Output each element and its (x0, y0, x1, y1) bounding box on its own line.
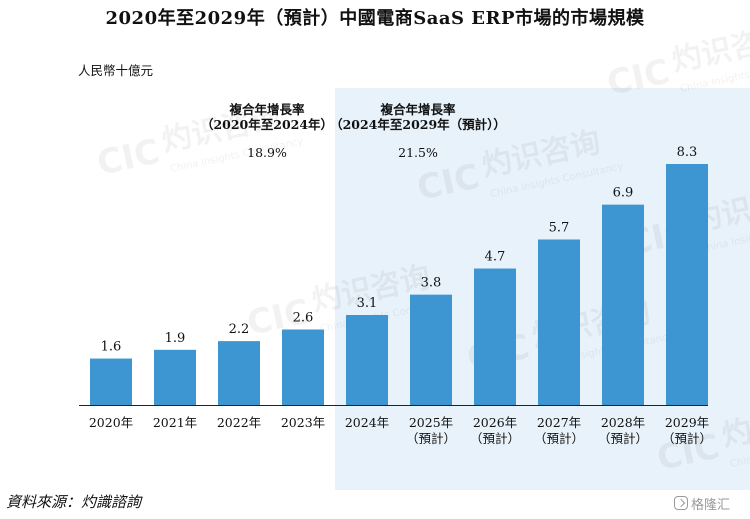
bar-5 (410, 294, 452, 405)
x-tick-label-3: 2023年 (281, 415, 325, 430)
data-label-1: 1.9 (165, 331, 186, 346)
bar-9 (666, 164, 708, 405)
data-label-3: 2.6 (293, 311, 314, 326)
x-tick-label-7-sub: （預計） (534, 431, 584, 446)
data-label-7: 5.7 (549, 220, 570, 235)
chart-title: 2020年至2029年（預計）中國電商SaaS ERP市場的市場規模 (105, 8, 645, 29)
x-tick-label-7: 2027年 (537, 415, 581, 430)
x-tick-label-9: 2029年 (665, 415, 709, 430)
data-label-9: 8.3 (677, 145, 698, 160)
x-tick-label-1: 2021年 (153, 415, 197, 430)
data-label-6: 4.7 (485, 250, 506, 265)
cagr-period-0: （2020年至2024年） (201, 117, 333, 132)
source-note: 資料來源：灼識諮詢 (6, 493, 142, 511)
data-label-8: 6.9 (613, 186, 634, 201)
logo-text: 格隆汇 (691, 497, 731, 513)
data-label-0: 1.6 (101, 340, 122, 355)
x-tick-label-5: 2025年 (409, 415, 453, 430)
cagr-value-0: 18.9% (247, 145, 287, 160)
bar-2 (218, 341, 260, 405)
cagr-value-1: 21.5% (398, 145, 438, 160)
x-tick-label-4: 2024年 (345, 415, 389, 430)
bar-3 (282, 329, 324, 405)
bar-6 (474, 268, 516, 405)
cagr-title-0: 複合年增長率 (228, 102, 305, 117)
x-tick-label-6-sub: （預計） (470, 431, 520, 446)
bar-4 (346, 314, 388, 405)
publisher-logo: 格隆汇 (674, 494, 731, 513)
bar-8 (602, 204, 644, 405)
watermark-cn: 灼识咨询 (669, 20, 750, 79)
bar-1 (154, 349, 196, 405)
y-axis-unit-label: 人民幣十億元 (78, 63, 154, 78)
data-label-4: 3.1 (357, 296, 378, 311)
x-tick-label-6: 2026年 (473, 415, 517, 430)
x-tick-label-9-sub: （預計） (662, 431, 712, 446)
data-label-5: 3.8 (421, 276, 442, 291)
x-tick-label-8-sub: （預計） (598, 431, 648, 446)
bar-0 (90, 358, 132, 405)
cagr-title-1: 複合年增長率 (379, 102, 456, 117)
x-tick-label-2: 2022年 (217, 415, 261, 430)
x-tick-label-8: 2028年 (601, 415, 645, 430)
logo-icon (674, 496, 688, 510)
watermark-abbr: CIC (94, 132, 164, 184)
x-tick-label-0: 2020年 (89, 415, 133, 430)
bar-7 (538, 239, 580, 405)
data-label-2: 2.2 (229, 322, 250, 337)
cagr-period-1: （2024年至2029年（預計）） (330, 117, 506, 132)
x-tick-label-5-sub: （預計） (406, 431, 456, 446)
